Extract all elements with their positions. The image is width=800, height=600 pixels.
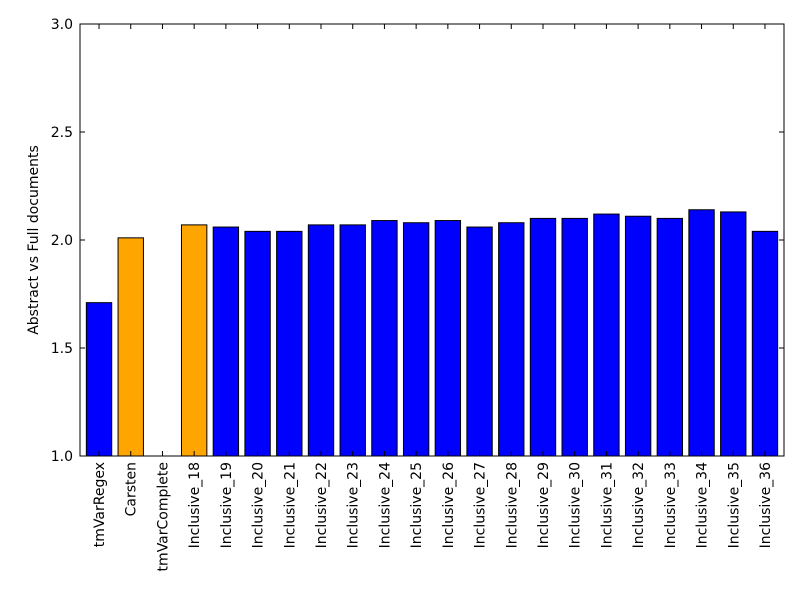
bar-Inclusive_22 — [307, 224, 335, 457]
bar-Inclusive_35 — [720, 211, 747, 457]
x-tick-label-Inclusive_21: Inclusive_21 — [282, 462, 298, 548]
x-tick-label-Inclusive_26: Inclusive_26 — [441, 462, 457, 548]
bar-Inclusive_30 — [561, 217, 588, 457]
y-axis: 1.0 1.5 2.0 2.5 3.0 — [51, 17, 784, 465]
x-tick-label-Inclusive_33: Inclusive_33 — [663, 462, 679, 548]
bar-Inclusive_25 — [402, 222, 430, 457]
x-tick-label-Inclusive_27: Inclusive_27 — [473, 462, 489, 548]
x-tick-label-Inclusive_31: Inclusive_31 — [599, 462, 615, 548]
x-tick-label-tmVarRegex: tmVarRegex — [92, 462, 108, 547]
y-tick-label: 2.0 — [51, 233, 73, 249]
bar-Inclusive_29 — [529, 217, 557, 457]
x-tick-label-Inclusive_18: Inclusive_18 — [187, 462, 203, 548]
x-tick-label-Inclusive_30: Inclusive_30 — [568, 462, 584, 548]
bar-Inclusive_26 — [434, 220, 462, 457]
bar-Inclusive_28 — [498, 222, 525, 457]
bar-Inclusive_31 — [593, 213, 620, 457]
bar-tmVarRegex — [85, 302, 113, 457]
x-tick-label-Inclusive_22: Inclusive_22 — [314, 462, 330, 548]
bar-Inclusive_21 — [276, 230, 303, 457]
x-tick-label-Inclusive_20: Inclusive_20 — [251, 462, 267, 548]
x-axis: tmVarRegex Carsten tmVarComplete Inclusive_… — [92, 24, 774, 571]
bar-Inclusive_23 — [339, 224, 366, 457]
bar-Inclusive_20 — [244, 230, 271, 457]
bar-Inclusive_27 — [466, 226, 493, 457]
x-tick-label-Inclusive_25: Inclusive_25 — [409, 462, 425, 548]
x-tick-label-Inclusive_34: Inclusive_34 — [695, 462, 711, 548]
x-tick-label-Inclusive_23: Inclusive_23 — [346, 462, 362, 548]
x-tick-label-Inclusive_29: Inclusive_29 — [536, 462, 552, 548]
x-tick-label-Carsten: Carsten — [124, 462, 140, 516]
x-tick-label-Inclusive_19: Inclusive_19 — [219, 462, 235, 548]
bars-group — [85, 209, 779, 457]
bar-Inclusive_33 — [656, 217, 684, 457]
x-tick-label-tmVarComplete: tmVarComplete — [155, 462, 171, 571]
x-tick-label-Inclusive_24: Inclusive_24 — [377, 462, 393, 548]
y-tick-label: 2.5 — [51, 125, 73, 141]
bar-Inclusive_18 — [180, 224, 208, 457]
bar-Inclusive_32 — [624, 215, 652, 457]
bar-Inclusive_24 — [371, 220, 398, 457]
y-tick-label: 1.0 — [51, 449, 73, 465]
x-tick-label-Inclusive_36: Inclusive_36 — [758, 462, 774, 548]
bar-Carsten — [117, 237, 144, 457]
x-tick-label-Inclusive_32: Inclusive_32 — [631, 462, 647, 548]
y-axis-label: Abstract vs Full documents — [26, 145, 42, 335]
bar-Inclusive_34 — [688, 209, 715, 457]
bar-Inclusive_36 — [751, 230, 779, 457]
y-tick-label: 1.5 — [51, 341, 73, 357]
x-tick-label-Inclusive_28: Inclusive_28 — [504, 462, 520, 548]
bar-Inclusive_19 — [212, 226, 240, 457]
x-tick-label-Inclusive_35: Inclusive_35 — [726, 462, 742, 548]
y-tick-label: 3.0 — [51, 17, 73, 33]
